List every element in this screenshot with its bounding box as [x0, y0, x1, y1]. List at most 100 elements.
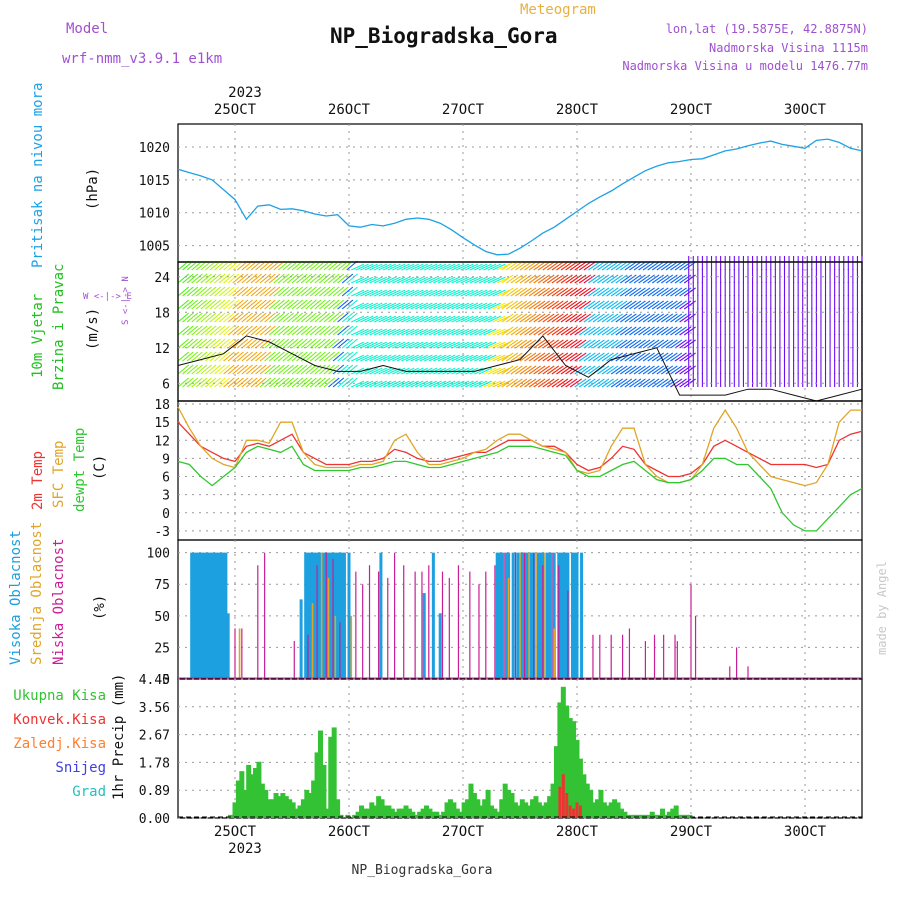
wind-barb: [314, 351, 326, 362]
wind-barb: [651, 378, 665, 388]
wind-barb: [401, 302, 415, 310]
wind-barb: [610, 287, 623, 297]
wind-barb: [382, 289, 397, 297]
wind-barb: [323, 286, 335, 297]
precip-unit: 1hr Precip (mm): [111, 674, 127, 800]
wind-barb: [487, 380, 502, 388]
wind-barb: [601, 313, 614, 323]
wind-barb: [364, 341, 378, 349]
wind-barb: [419, 354, 433, 362]
wind-barb: [209, 364, 221, 375]
cloud-high-bar: [329, 552, 333, 679]
wind-barb: [382, 354, 397, 362]
wind-barb: [186, 325, 199, 336]
y-tick-label: 100: [147, 547, 170, 562]
wind-barb: [638, 378, 651, 388]
wind-barb: [528, 274, 541, 284]
wind-barb: [309, 325, 322, 336]
wind-barb: [186, 364, 199, 375]
wind-barb: [264, 273, 276, 284]
wind-barb: [501, 313, 514, 323]
rain-total-bar: [359, 805, 365, 818]
wind-barb: [273, 312, 285, 323]
wind-barb: [268, 325, 281, 336]
cloud-high-bar: [224, 552, 228, 679]
rain-total-bar: [646, 814, 652, 818]
wind-barb: [232, 286, 244, 297]
wind-barb: [291, 377, 304, 388]
wind-barb: [341, 364, 354, 375]
wind-barb: [268, 286, 281, 297]
y-tick-label: 12: [154, 434, 170, 449]
wind-barb: [601, 365, 614, 375]
wind-barb: [424, 328, 438, 336]
wind-barb: [428, 289, 442, 297]
wind-barb: [588, 339, 601, 349]
cloud-low-bar: [567, 590, 569, 679]
wind-barb: [642, 352, 655, 362]
wind-barb: [273, 273, 285, 284]
wind-barb: [264, 312, 276, 323]
wind-barb: [542, 300, 555, 310]
rain-total-bar: [591, 802, 597, 818]
wind-barb: [624, 365, 637, 375]
rain-total-bar: [335, 799, 341, 818]
wind-barb: [661, 352, 674, 362]
wind-barb: [259, 286, 272, 297]
precip-legend-item: Snijeg: [55, 760, 106, 776]
wind-barb: [309, 338, 322, 349]
wind-barb: [656, 274, 669, 284]
precip-legend-item: Konvek.Kisa: [13, 712, 106, 728]
cloud-low-bar: [644, 641, 646, 679]
wind-barb: [378, 289, 392, 297]
cloud-mid-bar: [519, 552, 521, 679]
rain-total-bar: [417, 811, 423, 818]
wind-barb: [364, 276, 378, 284]
wind-barb: [642, 339, 655, 349]
pressure-line: [177, 138, 863, 256]
wind-barb: [583, 352, 596, 362]
wind-barb: [319, 273, 331, 284]
wind-barb: [191, 286, 203, 297]
rain-total-bar: [485, 789, 491, 818]
wind-barb: [268, 351, 281, 362]
wind-barb: [469, 263, 483, 271]
wind-barb: [606, 261, 619, 271]
wind-barb: [305, 312, 317, 323]
wind-barb: [661, 326, 674, 336]
wind-barb: [223, 299, 235, 310]
wind-barb: [205, 286, 217, 297]
wind-barb: [369, 276, 383, 284]
wind-barb: [424, 341, 438, 349]
wind-barb: [401, 315, 415, 323]
wind-barb: [405, 380, 419, 388]
rain-total-bar: [495, 811, 501, 818]
wind-barb: [259, 325, 272, 336]
wind-barb: [455, 289, 470, 297]
wind-barb: [328, 273, 340, 284]
rain-total-bar: [536, 802, 542, 818]
wind-barb: [378, 367, 392, 375]
wind-barb: [537, 352, 551, 362]
wind-barb: [674, 300, 687, 310]
cloud-mid-bar: [553, 628, 555, 679]
wind-barb: [410, 276, 424, 284]
wind-barb: [547, 326, 560, 336]
wind-barb: [250, 273, 263, 284]
wind-barb: [419, 328, 433, 336]
wind-barb: [519, 313, 532, 323]
y-tick-label: 9: [162, 452, 170, 467]
wind-barb: [205, 364, 217, 375]
rain-total-bar: [683, 814, 689, 818]
wind-barb: [496, 302, 511, 310]
wind-barb: [405, 341, 419, 349]
wind-barb: [446, 354, 460, 362]
wind-barb: [533, 326, 546, 336]
wind-barb: [300, 273, 313, 284]
wind-barb: [519, 365, 532, 375]
wind-barb: [601, 339, 614, 349]
wind-barb: [492, 380, 506, 388]
wind-barb: [506, 300, 519, 310]
wind-barb: [661, 261, 674, 271]
wind-barb: [227, 273, 240, 284]
